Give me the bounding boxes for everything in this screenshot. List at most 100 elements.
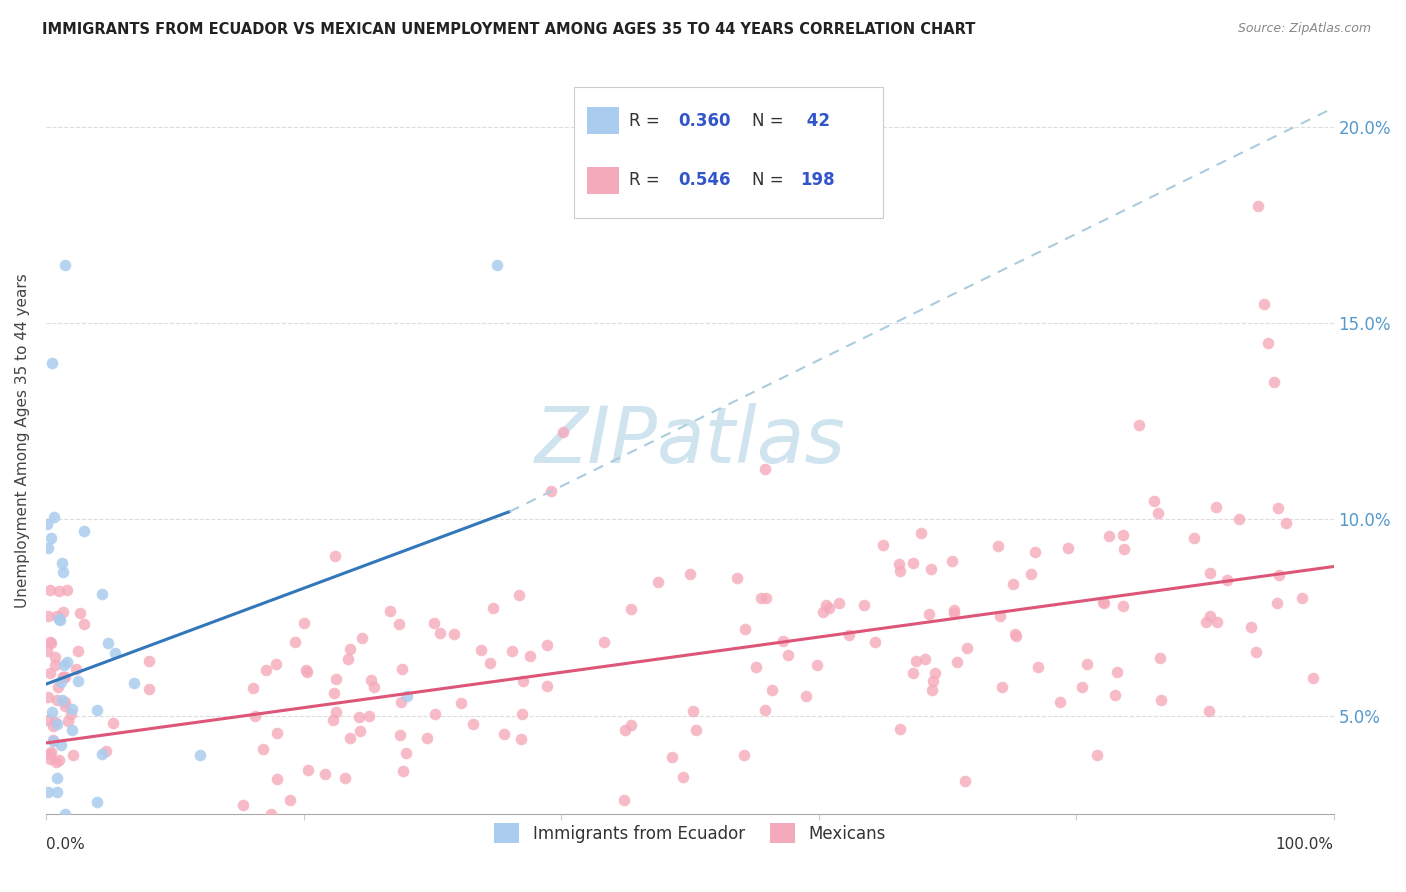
Y-axis label: Unemployment Among Ages 35 to 44 years: Unemployment Among Ages 35 to 44 years (15, 274, 30, 608)
Point (423, 615, 446, 630)
Point (37, 609, 59, 624)
Point (647, 574, 669, 589)
Legend: Immigrants from Ecuador, Mexicans: Immigrants from Ecuador, Mexicans (488, 816, 891, 850)
Text: R =: R = (630, 171, 665, 189)
Point (53, 258, 76, 272)
Text: N =: N = (752, 112, 789, 129)
Point (755, 591, 778, 605)
Point (42, 509, 65, 524)
Text: 0.0%: 0.0% (46, 837, 84, 852)
Point (56, 583, 79, 598)
Point (1150, 692, 1173, 706)
Point (41, 705, 63, 719)
Point (1147, 506, 1170, 520)
Point (519, 648, 541, 663)
Point (39, 635, 62, 649)
Point (53, 806, 76, 821)
Point (1092, 595, 1115, 609)
Point (745, 660, 768, 674)
Point (280, 792, 302, 806)
Point (138, 654, 160, 668)
Point (761, 683, 783, 698)
Text: 0.546: 0.546 (678, 171, 731, 189)
Point (1291, 591, 1313, 605)
Point (921, 682, 943, 697)
Point (510, 732, 533, 747)
Point (853, 599, 876, 613)
Point (44, 715, 66, 730)
Point (889, 564, 911, 578)
Text: 0.360: 0.360 (678, 112, 731, 129)
Point (69, 606, 91, 620)
Point (1199, 566, 1222, 581)
Point (104, 646, 127, 660)
Point (294, 664, 316, 678)
Point (39, 636, 62, 650)
Point (41, 745, 63, 759)
Text: N =: N = (752, 171, 789, 189)
Point (297, 763, 319, 777)
Point (956, 640, 979, 655)
Point (887, 557, 910, 571)
Point (333, 771, 356, 785)
Point (38, 752, 60, 766)
Point (772, 633, 794, 648)
Point (481, 601, 503, 615)
Point (37, 784, 59, 798)
Point (945, 655, 967, 669)
Point (943, 602, 966, 616)
Text: Source: ZipAtlas.com: Source: ZipAtlas.com (1237, 22, 1371, 36)
Point (53, 658, 76, 673)
Point (536, 639, 558, 653)
Point (540, 483, 562, 498)
Point (46, 608, 69, 623)
FancyBboxPatch shape (574, 87, 883, 218)
Point (429, 626, 451, 640)
Point (941, 554, 963, 568)
Point (322, 686, 344, 700)
Point (350, 632, 373, 646)
Point (754, 461, 776, 475)
Point (41, 846, 63, 860)
Point (749, 591, 772, 606)
Point (1098, 529, 1121, 543)
Point (838, 628, 860, 642)
Point (44, 650, 66, 665)
Point (1182, 531, 1205, 545)
Point (863, 635, 886, 649)
Point (322, 713, 344, 727)
Point (395, 689, 418, 703)
Point (347, 710, 370, 724)
Point (37, 714, 59, 728)
Point (62, 747, 84, 762)
Point (314, 766, 336, 780)
Point (1112, 599, 1135, 614)
Text: R =: R = (630, 112, 665, 129)
FancyBboxPatch shape (586, 167, 619, 194)
Point (56, 714, 79, 728)
Point (1244, 644, 1267, 658)
Point (252, 742, 274, 756)
Point (553, 425, 575, 439)
Point (395, 746, 418, 760)
Point (392, 764, 415, 779)
Point (512, 674, 534, 689)
Point (1005, 629, 1028, 643)
Point (389, 728, 412, 742)
Point (1199, 609, 1222, 624)
Point (620, 602, 643, 616)
Point (52, 820, 75, 834)
Point (38, 820, 60, 834)
Point (49, 738, 72, 752)
Point (1049, 695, 1071, 709)
Point (339, 641, 361, 656)
Point (1205, 500, 1227, 514)
Point (987, 539, 1010, 553)
Point (1302, 671, 1324, 685)
Point (56, 655, 79, 669)
Point (1253, 297, 1275, 311)
Point (66, 644, 89, 658)
Point (1019, 567, 1042, 582)
Point (733, 747, 755, 762)
Point (90, 747, 112, 761)
